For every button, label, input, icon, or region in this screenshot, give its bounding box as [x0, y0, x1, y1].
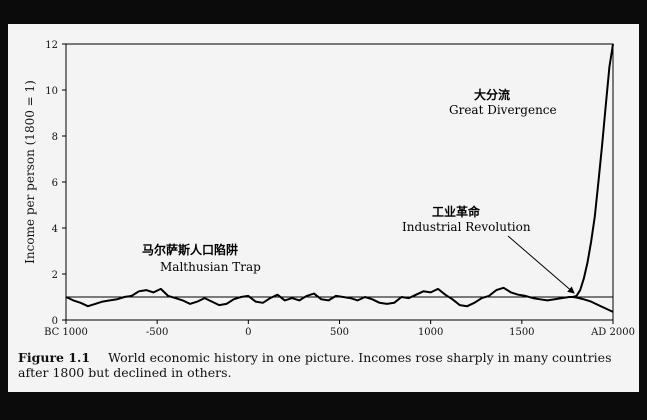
y-tick-label: 4 [52, 224, 58, 235]
y-tick-label: 12 [45, 40, 58, 51]
x-tick-labels: BC 1000 -500 0 500 1000 1500 AD 2000 [44, 320, 635, 338]
annotation-malthusian-cn: 马尔萨斯人口陷阱 [142, 242, 238, 257]
series-lines [65, 43, 614, 313]
industrial-revolution-arrow [507, 235, 575, 294]
plot-frame [65, 43, 614, 321]
x-tick-label: 1000 [418, 327, 443, 338]
y-tick-label: 0 [52, 316, 58, 327]
chart: 0 2 4 6 8 10 12 BC 1000 -500 0 500 1000 1500 AD 2000… [23, 40, 635, 338]
x-tick-label: 1500 [509, 327, 534, 338]
series-line-1 [65, 43, 614, 308]
annotation-malthusian-en: Malthusian Trap [160, 260, 261, 274]
annotation-divergence-cn: 大分流 [474, 87, 510, 102]
y-tick-label: 8 [52, 132, 58, 143]
x-tick-label: BC 1000 [44, 327, 88, 338]
y-tick-label: 6 [52, 178, 58, 189]
annotation-industrial-cn: 工业革命 [432, 204, 481, 219]
annotation-divergence-en: Great Divergence [449, 103, 557, 117]
axes [65, 43, 614, 321]
x-tick-label: 0 [245, 327, 251, 338]
x-tick-label: -500 [146, 327, 168, 338]
x-tick-label: AD 2000 [590, 327, 635, 338]
figure-number: Figure 1.1 [18, 350, 91, 365]
caption-text: World economic history in one picture. I… [18, 350, 612, 380]
y-tick-label: 10 [45, 86, 58, 97]
y-axis-label: Income per person (1800 = 1) [23, 80, 37, 264]
figure-caption: Figure 1.1 World economic history in one … [18, 350, 633, 380]
y-tick-label: 2 [52, 270, 58, 281]
series-line-2 [572, 296, 614, 313]
y-tick-labels: 0 2 4 6 8 10 12 [45, 40, 66, 327]
x-tick-label: 500 [330, 327, 349, 338]
annotation-industrial-en: Industrial Revolution [402, 220, 531, 234]
figure-panel: 0 2 4 6 8 10 12 BC 1000 -500 0 500 1000 1500 AD 2000… [8, 24, 639, 392]
